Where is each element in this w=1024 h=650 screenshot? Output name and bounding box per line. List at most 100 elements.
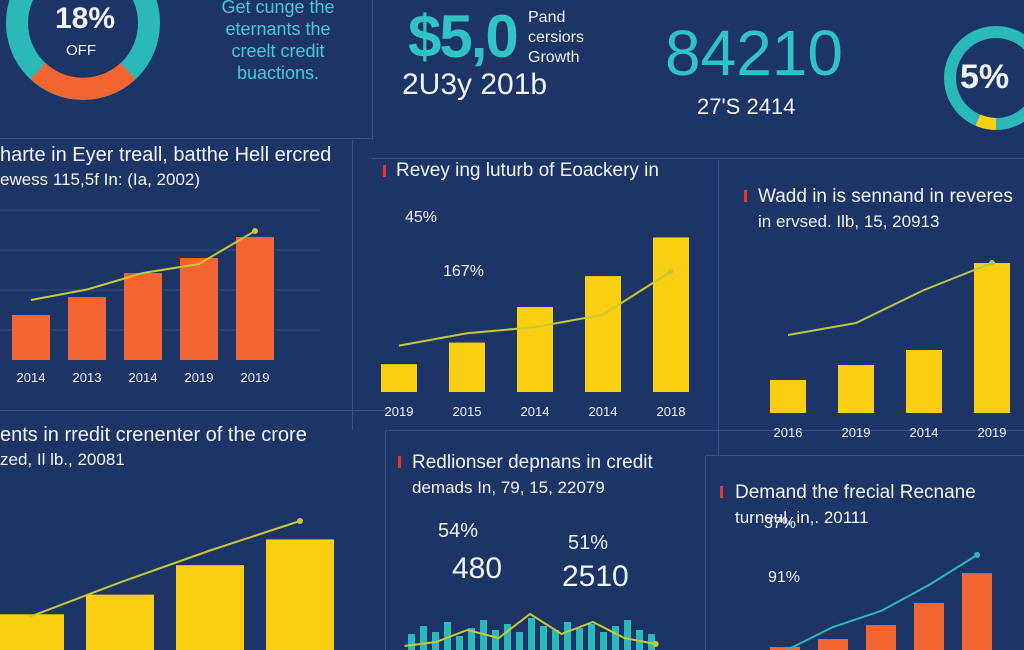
trend-line: [404, 612, 656, 647]
kpi-side-line: cersiors: [528, 29, 585, 46]
bar: [517, 307, 553, 392]
discount-donut: [6, 0, 160, 100]
x-tick-label: 2019: [385, 404, 414, 419]
chart5-stat-pct: 54%: [438, 520, 479, 542]
bar: [974, 263, 1010, 413]
chart2-plot: 2019 2015 2014 2014 2018 45% 167%: [381, 209, 689, 419]
chart5-plot: [404, 612, 659, 650]
bar: [408, 634, 415, 650]
bar: [552, 630, 559, 650]
bar: [770, 647, 800, 650]
trend-marker: [297, 518, 303, 524]
bar: [576, 628, 583, 650]
divider: [385, 430, 386, 650]
x-tick-label: 2015: [453, 404, 482, 419]
bar: [528, 618, 535, 650]
trend-line: [30, 230, 256, 301]
chart3-title: Wadd in is sennand in reveres: [758, 186, 1013, 207]
x-tick-label: 2014: [17, 370, 46, 385]
percent-donut: [944, 26, 1024, 130]
x-tick-label: 2019: [978, 425, 1007, 440]
donut2-value: 5%: [960, 58, 1010, 96]
x-tick-label: 2019: [842, 425, 871, 440]
trend-line: [784, 554, 978, 650]
x-tick-label: 2019: [185, 370, 214, 385]
trend-line: [29, 520, 301, 618]
kpi-number: 84210: [665, 17, 843, 89]
bar: [432, 632, 439, 650]
kpi-subtitle: 2U3y 201b: [402, 68, 548, 101]
bar: [914, 603, 944, 650]
divider: [705, 455, 706, 650]
bar: [770, 380, 806, 413]
bar: [176, 565, 244, 650]
annotation-label: 45%: [405, 209, 437, 226]
trend-marker: [668, 268, 674, 275]
bar: [818, 639, 848, 650]
bar: [600, 632, 607, 650]
bar: [653, 237, 689, 392]
divider: [705, 455, 1024, 456]
divider: [0, 410, 385, 411]
bar: [180, 258, 218, 360]
donut-label: OFF: [66, 42, 96, 59]
kpi-side-line: Growth: [528, 49, 580, 66]
x-tick-label: 2014: [589, 404, 618, 419]
accent-mark: [744, 190, 747, 202]
bar: [962, 573, 992, 650]
bar: [540, 626, 547, 650]
chart2-title: Revey ing luturb of Eoackery in: [396, 160, 659, 181]
bar: [420, 626, 427, 650]
divider: [372, 158, 1024, 159]
bar: [236, 237, 274, 360]
x-tick-label: 2018: [657, 404, 686, 419]
intro-line: buactions.: [236, 63, 320, 83]
bar: [492, 630, 499, 650]
chart5-stat-value: 2510: [562, 560, 629, 593]
x-tick-label: 2014: [521, 404, 550, 419]
bar: [906, 350, 942, 413]
x-tick-label: 2014: [129, 370, 158, 385]
intro-line: eternants the: [225, 19, 331, 39]
intro-line: creelt credit: [231, 41, 325, 61]
bar: [456, 636, 463, 650]
bar: [124, 273, 162, 360]
annotation-label: 167%: [443, 263, 484, 280]
bar: [444, 622, 451, 650]
bar: [504, 624, 511, 650]
intro-text: Get cunge the eternants the creelt credi…: [213, 0, 343, 84]
chart3-plot: 2016 2019 2014 2019: [770, 260, 1010, 440]
divider: [385, 430, 1024, 431]
bar: [449, 342, 485, 392]
donut-segment: [30, 62, 136, 100]
trend-marker: [989, 260, 995, 266]
kpi-side-line: Pand: [528, 9, 566, 26]
x-tick-label: 2013: [73, 370, 102, 385]
bar: [648, 634, 655, 650]
trend-line: [398, 270, 672, 347]
bar: [838, 365, 874, 413]
divider: [718, 160, 719, 455]
chart3-subtitle: in ervsed. Ilb, 15, 20913: [758, 212, 940, 231]
accent-mark: [398, 456, 401, 468]
chart6-title: Demand the frecial Recnane: [735, 482, 976, 503]
kpi-amount: $5,0: [408, 3, 519, 70]
intro-line: Get cunge the: [221, 0, 335, 17]
accent-mark: [720, 486, 723, 498]
chart5-stat-value: 480: [452, 552, 503, 585]
bar: [612, 626, 619, 650]
trend-line: [787, 262, 993, 336]
bar: [468, 628, 475, 650]
x-tick-label: 2014: [910, 425, 939, 440]
chart6-subtitle: turneul, in,. 20111: [735, 508, 869, 527]
chart5-stat-pct: 51%: [568, 532, 609, 554]
chart5-title: Redlionser depnans in credit: [412, 452, 653, 473]
annotation-label: 91%: [768, 569, 800, 586]
donut-segment: [975, 114, 997, 130]
bar: [588, 624, 595, 650]
x-tick-label: 2016: [774, 425, 803, 440]
kpi-side-text: Pand cersiors Growth: [528, 8, 584, 68]
chart4-plot: [0, 518, 334, 650]
chart4-subtitle: zed, Il lb., 20081: [0, 450, 125, 469]
chart1-subtitle: ewess 115,5f In: (Ia, 2002): [0, 170, 201, 189]
